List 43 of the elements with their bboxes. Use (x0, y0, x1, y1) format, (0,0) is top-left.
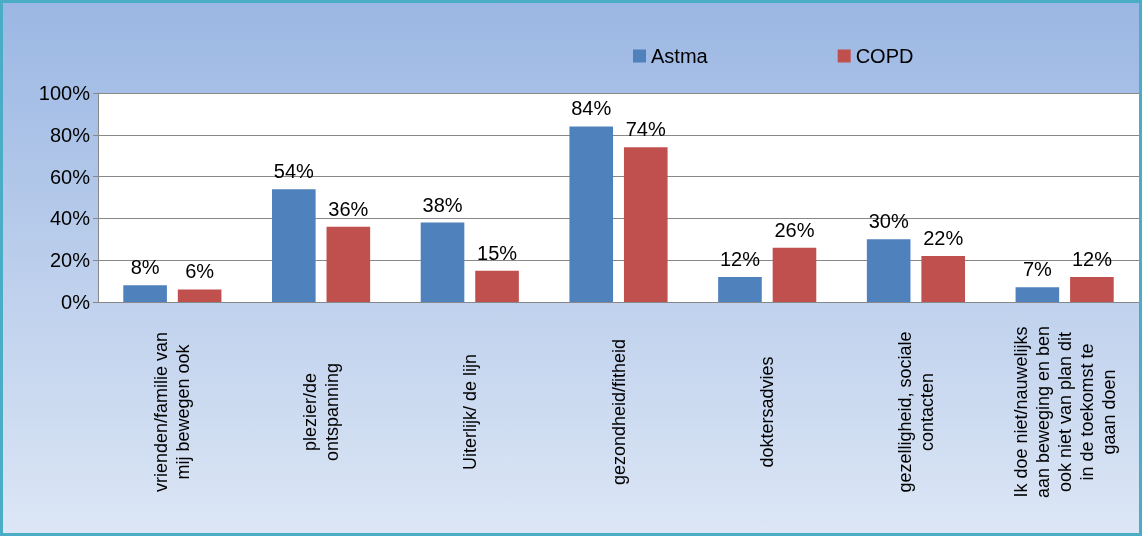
x-tick-label: gezondheid/fitheid (608, 338, 629, 486)
x-tick-label: gezelligheid, sociale contacten (894, 331, 937, 493)
bar (623, 147, 668, 302)
bar (569, 126, 614, 302)
data-label: 84% (571, 97, 612, 120)
y-tick-label: 0% (61, 291, 91, 313)
x-tick-label: Ik doe niet/nauwelijks aan beweging en ben ook niet van plan dit in de toekomst te gaan doen (1010, 325, 1119, 499)
y-tick-label: 100% (38, 82, 91, 104)
x-tick-label: doktersadvies (757, 356, 778, 468)
data-label: 8% (130, 256, 160, 279)
data-label: 30% (868, 210, 909, 233)
bar (1070, 276, 1114, 302)
data-label: 6% (185, 260, 215, 283)
bar (866, 239, 911, 302)
bar (123, 285, 167, 302)
bar (272, 189, 316, 302)
bar (475, 270, 519, 302)
data-label: 74% (625, 118, 666, 141)
bar (718, 276, 762, 302)
y-tick-label: 80% (49, 123, 91, 146)
bar (921, 256, 965, 302)
data-label: 36% (328, 197, 369, 220)
x-tick-label: Uiterlijk/ de lijn (459, 353, 480, 471)
bar (177, 289, 222, 302)
x-tick-label: vrienden/familie van mij bewegen ook (151, 331, 194, 493)
data-label: 22% (923, 227, 964, 250)
data-label: 26% (774, 218, 815, 241)
legend-label: Astma (651, 45, 709, 67)
y-tick-label: 20% (49, 249, 91, 272)
data-label: 12% (719, 247, 761, 270)
bar (420, 222, 465, 302)
x-tick-label: plezier/de ontspanning (300, 362, 343, 462)
y-tick-label: 40% (49, 207, 91, 230)
data-label: 15% (477, 241, 518, 264)
bar (1015, 287, 1060, 302)
y-tick-label: 60% (49, 165, 91, 188)
bar (326, 226, 371, 302)
data-label: 54% (273, 160, 315, 183)
data-label: 38% (422, 193, 463, 216)
legend-label: COPD (855, 45, 914, 67)
data-label: 12% (1071, 247, 1113, 270)
bar (772, 247, 817, 302)
data-label: 7% (1022, 258, 1053, 281)
